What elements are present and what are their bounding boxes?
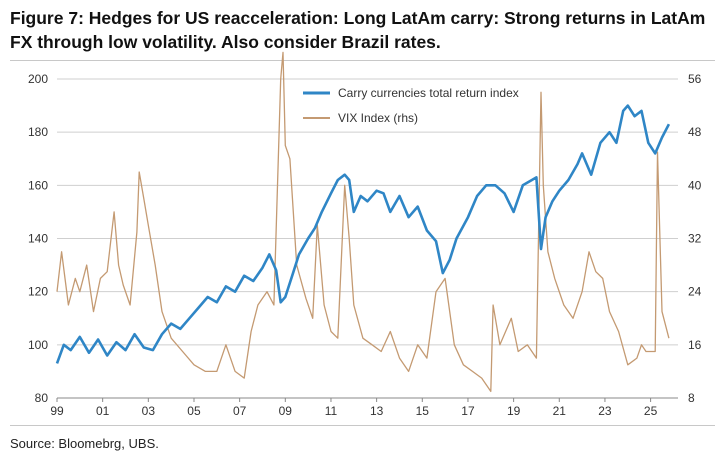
y-left-tick-label: 200 <box>28 72 48 86</box>
x-tick-label: 01 <box>96 404 110 418</box>
y-right-tick-label: 48 <box>688 125 702 139</box>
y-right-tick-label: 24 <box>688 285 702 299</box>
footer-divider <box>10 425 715 426</box>
y-right-tick-label: 32 <box>688 232 702 246</box>
y-left-tick-label: 180 <box>28 125 48 139</box>
x-tick-label: 09 <box>279 404 293 418</box>
chart-title: Figure 7: Hedges for US reacceleration: … <box>10 8 706 52</box>
x-tick-label: 99 <box>50 404 64 418</box>
y-left-tick-label: 100 <box>28 338 48 352</box>
legend: Carry currencies total return index VIX … <box>303 86 519 125</box>
legend-carry-label: Carry currencies total return index <box>338 86 519 100</box>
y-right-tick-label: 56 <box>688 72 702 86</box>
carry-series-line <box>55 104 671 364</box>
x-tick-label: 15 <box>416 404 430 418</box>
series <box>55 51 671 393</box>
x-tick-label: 19 <box>507 404 521 418</box>
y-right-tick-label: 40 <box>688 178 702 192</box>
x-tick-label: 11 <box>325 404 338 418</box>
x-tick-label: 05 <box>187 404 201 418</box>
legend-vix-label: VIX Index (rhs) <box>338 111 418 125</box>
x-tick-label: 23 <box>598 404 612 418</box>
x-tick-label: 17 <box>461 404 475 418</box>
vix-series-line <box>56 51 670 393</box>
x-tick-label: 03 <box>142 404 156 418</box>
grid <box>57 78 678 346</box>
y-right-tick-label: 8 <box>688 391 695 405</box>
y-right-tick-label: 16 <box>688 338 702 352</box>
source-note: Source: Bloomebrg, UBS. <box>10 436 159 451</box>
tick-labels: 80 100 120 140 160 180 200 8 16 24 32 40 48 56 99 01 03 0… <box>28 72 702 418</box>
y-left-tick-label: 80 <box>35 391 49 405</box>
x-tick-label: 07 <box>233 404 247 418</box>
y-left-tick-label: 160 <box>28 178 48 192</box>
y-left-tick-label: 120 <box>28 285 48 299</box>
x-tick-label: 21 <box>553 404 567 418</box>
x-tick-label: 25 <box>644 404 658 418</box>
x-tick-label: 13 <box>370 404 384 418</box>
title-divider <box>10 60 715 61</box>
y-left-tick-label: 140 <box>28 232 48 246</box>
